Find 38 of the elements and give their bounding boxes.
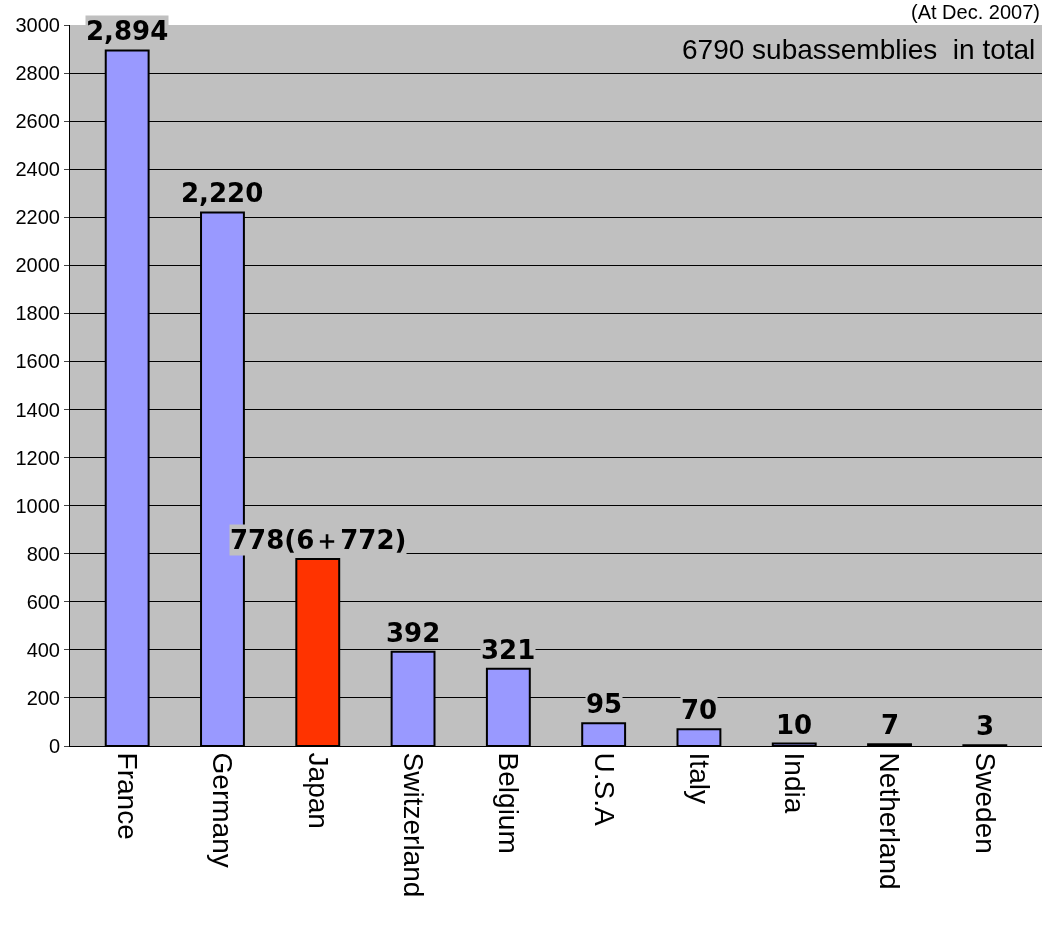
text: (At Dec. 2007) <box>911 1 1040 23</box>
x-tick-label: Germany <box>207 752 239 868</box>
y-tick-label: 1600 <box>15 350 60 373</box>
y-tick-label: 0 <box>48 735 60 757</box>
data-label: 3 <box>976 711 995 741</box>
data-label: 10 <box>776 710 813 740</box>
data-label: 7 <box>881 710 900 740</box>
y-tick-label: 2800 <box>15 62 60 85</box>
x-tick-label: Switzerland <box>397 752 429 898</box>
annotation: 6790 subassemblies in total <box>682 34 1036 65</box>
y-tick-label: 2400 <box>15 158 60 181</box>
x-tick-label: France <box>112 752 144 840</box>
x-tick-label: Italy <box>683 752 715 804</box>
y-tick-label: 1400 <box>15 398 60 421</box>
data-label: 95 <box>586 689 623 719</box>
y-tick-label: 2600 <box>15 110 60 133</box>
data-label: 321 <box>481 635 536 665</box>
data-label: 2,220 <box>181 178 264 208</box>
y-tick-label: 1000 <box>15 494 60 517</box>
y-tick-label: 800 <box>26 542 60 565</box>
y-tick-label: 2000 <box>15 254 60 277</box>
y-tick-label: 1200 <box>15 446 60 469</box>
data-label: 778(6＋772) <box>230 525 407 555</box>
x-tick-label: Sweden <box>969 752 1001 854</box>
data-label: 2,894 <box>86 16 169 46</box>
data-label: 392 <box>386 618 441 648</box>
y-tick-label: 3000 <box>15 14 60 36</box>
x-tick-label: Netherland <box>874 752 906 890</box>
y-tick-label: 2200 <box>15 206 60 229</box>
x-tick-label: India <box>779 752 811 814</box>
y-tick-label: 400 <box>26 638 60 661</box>
y-tick-label: 1800 <box>15 302 60 325</box>
x-tick-label: Belgium <box>493 752 525 854</box>
y-tick-label: 600 <box>26 590 60 613</box>
x-tick-label: Japan <box>302 752 334 829</box>
x-tick-label: U.S.A <box>588 752 620 827</box>
y-tick-label: 200 <box>26 686 60 709</box>
data-label: 70 <box>681 695 718 725</box>
